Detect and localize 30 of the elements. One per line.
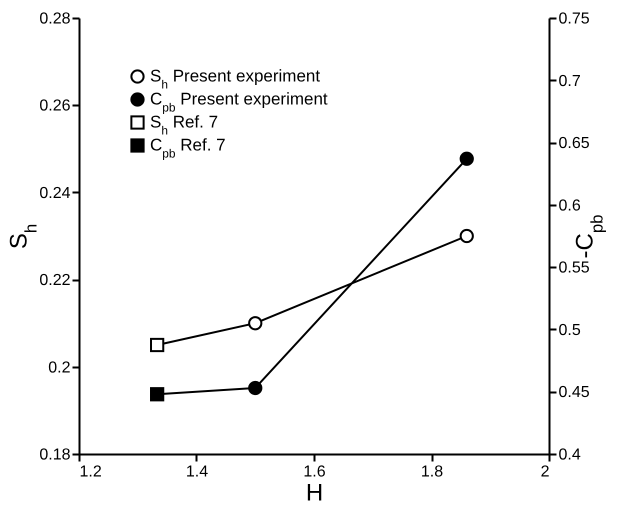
legend-label: C$_{pb}$ Ref. 7 [150, 136, 226, 160]
x-tick-label: 1.4 [186, 464, 208, 480]
y2-tick-label: 0.75 [558, 10, 590, 28]
y-tick-label: 0.18 [39, 446, 71, 464]
point [150, 338, 164, 352]
y-tick-label: 0.22 [39, 272, 71, 290]
point [460, 152, 474, 166]
y2-tick-label: 0.65 [558, 135, 590, 152]
y2-tick-label: 0.4 [558, 446, 581, 464]
legend-label: S$_{h}$ Present experiment [150, 66, 320, 92]
x-axis-title: H [306, 480, 324, 506]
x-tick-label: 2 [540, 464, 550, 480]
y-tick-label: 0.24 [39, 184, 71, 202]
y2-tick-label: 0.5 [558, 322, 581, 339]
y2-tick-label: 0.55 [558, 260, 590, 277]
x-tick-label: 1.8 [420, 464, 444, 480]
y2-tick-label: 0.45 [558, 384, 590, 402]
x-tick-label: 1.6 [303, 464, 326, 480]
x-tick-label: 1.2 [80, 464, 102, 480]
legend-label: S$_{h}$ Ref. 7 [150, 112, 218, 138]
point [150, 387, 164, 402]
point [460, 228, 474, 244]
point [248, 316, 262, 330]
y-tick-label: 0.28 [39, 10, 71, 28]
y-tick-label: 0.26 [39, 98, 71, 115]
y-tick-label: 0.2 [48, 359, 71, 376]
legend-label: C$_{pb}$ Present experiment [150, 90, 328, 114]
y2-tick-label: 0.7 [558, 72, 581, 90]
point [248, 380, 262, 396]
y2-tick-label: 0.6 [558, 197, 581, 214]
